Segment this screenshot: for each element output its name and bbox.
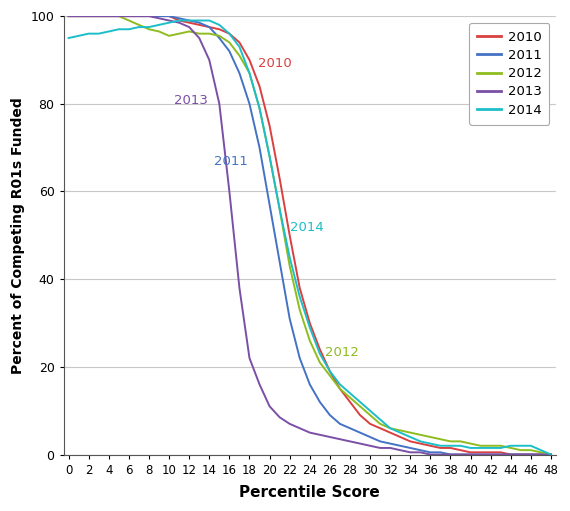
Legend: 2010, 2011, 2012, 2013, 2014: 2010, 2011, 2012, 2013, 2014	[469, 22, 549, 125]
Text: 2012: 2012	[325, 346, 359, 359]
Text: 2011: 2011	[214, 155, 248, 168]
X-axis label: Percentile Score: Percentile Score	[239, 485, 380, 500]
Text: 2010: 2010	[258, 57, 291, 69]
Y-axis label: Percent of Competing R01s Funded: Percent of Competing R01s Funded	[11, 97, 25, 374]
Text: 2014: 2014	[290, 221, 323, 234]
Text: 2013: 2013	[174, 94, 208, 107]
